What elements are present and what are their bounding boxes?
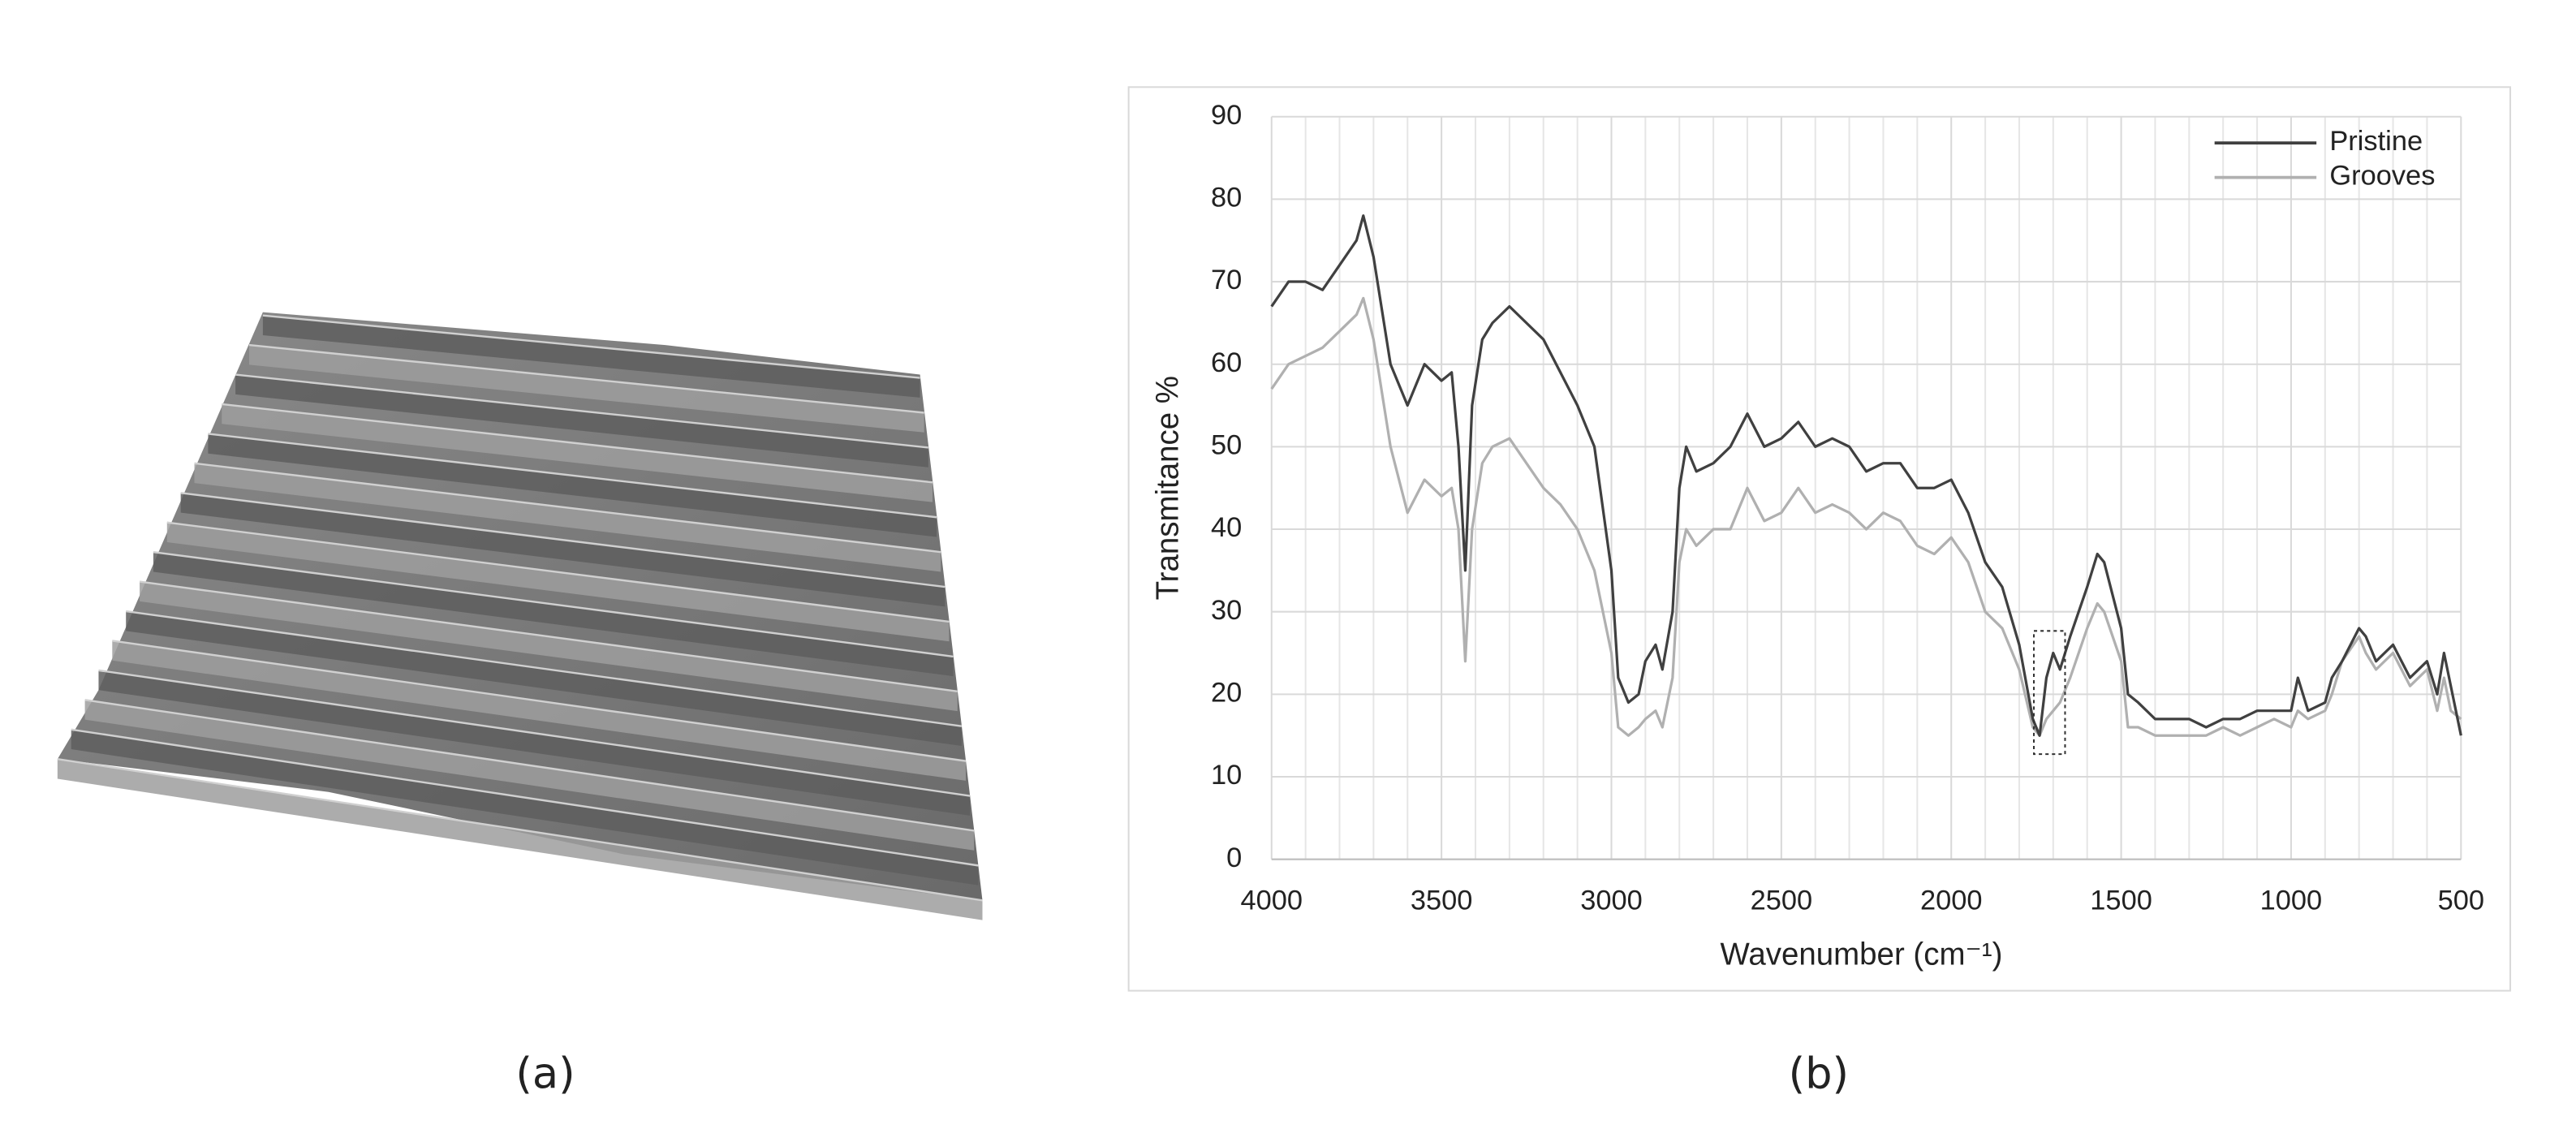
ridge-edge [262, 314, 920, 379]
x-tick-label: 500 [2438, 885, 2484, 916]
x-tick-label: 1500 [2090, 885, 2152, 916]
y-axis-title: Transmitance % [1150, 376, 1185, 600]
ridge [84, 700, 975, 851]
ridge-edge [139, 580, 958, 693]
ridge-edge [235, 373, 928, 449]
x-tick-label: 3000 [1580, 885, 1643, 916]
ridge [166, 522, 950, 642]
ridge [98, 670, 971, 816]
y-tick-label: 40 [1211, 512, 1242, 543]
panel-label: (a) [515, 1049, 575, 1099]
ridge [112, 640, 966, 781]
y-tick-label: 70 [1211, 265, 1242, 295]
series-line [1270, 296, 2462, 737]
ridge-edge [208, 433, 937, 519]
ridge-edge [194, 462, 941, 554]
ridge [262, 315, 920, 398]
x-tick-label: 3500 [1411, 885, 1473, 916]
ridge [71, 729, 979, 886]
legend-label: Pristine [2329, 126, 2423, 157]
ridge-edge [248, 343, 924, 414]
series-line [1270, 214, 2462, 737]
ridge-edge [84, 699, 975, 832]
ridge-edge [126, 610, 963, 727]
ridge-edge [180, 492, 946, 588]
ridge [222, 403, 933, 502]
ridge-edge [112, 640, 967, 762]
ridge [126, 611, 962, 747]
highlight-box [2032, 630, 2066, 756]
ridge-edge [166, 521, 950, 623]
ridge [153, 552, 954, 677]
x-axis-title: Wavenumber (cm⁻¹) [1721, 937, 2003, 972]
ridge-edge [71, 728, 979, 867]
ridge [208, 433, 937, 537]
ridge [249, 345, 924, 433]
ridge [180, 493, 946, 607]
ridge [140, 581, 958, 712]
legend-label: Grooves [2329, 161, 2435, 192]
x-tick-label: 4000 [1240, 885, 1303, 916]
ridge [57, 759, 983, 920]
chart-border [1127, 86, 2512, 992]
ridge-edge [98, 669, 971, 797]
y-tick-label: 20 [1211, 677, 1242, 708]
x-tick-label: 2000 [1920, 885, 1983, 916]
x-tick-label: 2500 [1751, 885, 1813, 916]
ridge-edge [222, 403, 933, 484]
ridge-edge [153, 550, 954, 658]
y-tick-label: 10 [1211, 760, 1242, 791]
y-tick-label: 60 [1211, 347, 1242, 378]
y-tick-label: 80 [1211, 182, 1242, 213]
y-tick-label: 90 [1211, 100, 1242, 131]
y-tick-label: 0 [1226, 842, 1242, 873]
y-tick-label: 50 [1211, 429, 1242, 460]
ridge [235, 374, 928, 468]
y-tick-label: 30 [1211, 595, 1242, 626]
ridge-edge [57, 758, 983, 902]
panel-label: (b) [1789, 1049, 1849, 1099]
x-tick-label: 1000 [2260, 885, 2323, 916]
surface-image [57, 312, 983, 920]
plot: 0 10 20 30 40 50 60 70 80 90 4000 3500 3000 2500 2000 1… [1211, 100, 2484, 916]
ridge [194, 463, 941, 572]
